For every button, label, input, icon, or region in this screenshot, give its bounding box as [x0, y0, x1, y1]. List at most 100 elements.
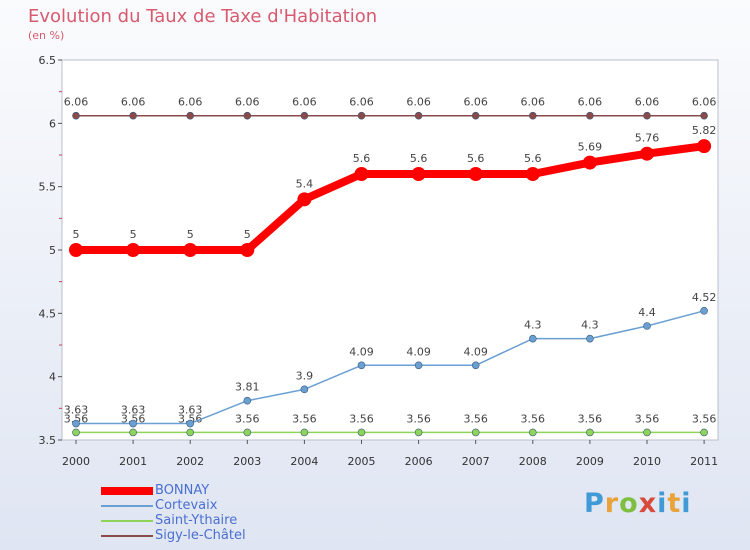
y-tick-label: 4.5 — [39, 307, 57, 320]
data-label: 6.06 — [463, 96, 488, 109]
x-tick-label: 2005 — [348, 455, 376, 468]
data-point — [183, 243, 198, 257]
data-point — [471, 111, 480, 120]
legend-item-bonnay: BONNAY — [101, 483, 401, 498]
data-point — [586, 428, 594, 437]
data-point — [528, 428, 537, 437]
data-label: 5 — [73, 228, 80, 241]
data-label: 6.06 — [121, 96, 146, 109]
data-label: 3.81 — [235, 381, 260, 394]
data-point — [582, 155, 597, 170]
data-label: 3.63 — [121, 404, 146, 417]
data-label: 3.56 — [463, 412, 488, 425]
data-point — [129, 428, 137, 437]
data-point — [528, 111, 537, 120]
data-label: 3.56 — [292, 412, 317, 425]
x-tick-label: 2009 — [576, 455, 604, 468]
data-point — [240, 243, 255, 257]
data-point — [72, 419, 80, 428]
data-label: 3.56 — [64, 412, 89, 425]
data-point — [357, 428, 366, 437]
legend-item-saint-ythaire: Saint-Ythaire — [101, 513, 401, 528]
data-point — [354, 167, 369, 181]
data-point — [72, 428, 80, 437]
data-point — [69, 243, 83, 257]
data-point — [643, 428, 651, 437]
legend-label-sigy-le-chatel: Sigy-le-Châtel — [155, 528, 246, 543]
y-tick-label: 5.5 — [39, 181, 57, 194]
data-point — [186, 428, 194, 437]
data-label: 6.06 — [406, 96, 431, 109]
data-point — [700, 111, 708, 120]
data-label: 5.6 — [353, 152, 371, 165]
data-label: 6.06 — [692, 96, 717, 109]
data-label: 4.09 — [463, 345, 488, 358]
data-label: 6.06 — [349, 96, 374, 109]
data-point — [643, 111, 651, 120]
data-label: 5 — [187, 228, 194, 241]
x-tick-label: 2004 — [290, 455, 318, 468]
data-label: 4.09 — [349, 345, 374, 358]
legend-swatch-saint-ythaire — [101, 520, 153, 522]
data-point — [700, 428, 708, 437]
series-line-0 — [76, 142, 705, 254]
data-point — [468, 167, 483, 181]
data-label: 3.56 — [349, 412, 374, 425]
x-tick-label: 2000 — [62, 455, 90, 468]
data-label: 5.6 — [410, 152, 428, 165]
data-point — [300, 428, 309, 437]
data-label: 4.09 — [406, 345, 431, 358]
data-point — [471, 361, 480, 370]
chart-subtitle: (en %) — [28, 29, 65, 42]
y-tick-label: 4 — [49, 371, 56, 384]
legend-swatch-cortevaix — [101, 505, 153, 507]
data-point — [243, 111, 252, 120]
data-point — [643, 322, 651, 330]
legend-label-bonnay: BONNAY — [155, 483, 210, 498]
data-point — [300, 385, 309, 394]
chart-title: Evolution du Taux de Taxe d'Habitation — [28, 6, 378, 27]
data-point — [357, 361, 366, 370]
data-point — [300, 111, 309, 120]
data-label: 3.56 — [406, 412, 431, 425]
data-label: 6.06 — [178, 96, 203, 109]
data-point — [243, 428, 252, 437]
data-point — [586, 334, 594, 343]
proxiti-logo: Proxiti — [584, 488, 692, 519]
data-point — [471, 428, 480, 437]
data-label: 3.56 — [635, 412, 660, 425]
data-point — [528, 334, 537, 343]
legend-label-saint-ythaire: Saint-Ythaire — [155, 513, 238, 528]
data-label: 6.06 — [292, 96, 317, 109]
data-point — [414, 428, 423, 437]
data-point — [697, 139, 712, 154]
data-label: 5.76 — [635, 132, 660, 145]
data-label: 3.56 — [692, 412, 717, 425]
data-label: 3.56 — [178, 412, 203, 425]
legend-label-cortevaix: Cortevaix — [155, 498, 218, 513]
data-label: 3.9 — [296, 369, 314, 382]
data-point — [243, 396, 252, 405]
data-label: 6.06 — [235, 96, 260, 109]
data-label: 4.4 — [638, 306, 656, 319]
series-line-1 — [76, 310, 705, 425]
x-tick-label: 2006 — [405, 455, 433, 468]
data-point — [129, 419, 137, 428]
data-label: 5.82 — [692, 124, 717, 137]
data-point — [186, 419, 194, 428]
data-label: 5.69 — [578, 141, 603, 154]
legend-swatch-sigy-le-chatel — [101, 535, 153, 537]
data-label: 3.56 — [121, 412, 146, 425]
data-label: 4.3 — [524, 319, 542, 332]
x-tick-label: 2001 — [119, 455, 147, 468]
data-point — [586, 111, 594, 120]
data-point — [72, 111, 80, 120]
data-label: 6.06 — [578, 96, 603, 109]
y-tick-label: 3.5 — [39, 434, 57, 447]
y-tick-label: 6 — [49, 117, 56, 130]
legend-swatch-bonnay — [101, 487, 153, 495]
data-label: 5.4 — [296, 177, 314, 190]
data-label: 3.63 — [178, 404, 203, 417]
